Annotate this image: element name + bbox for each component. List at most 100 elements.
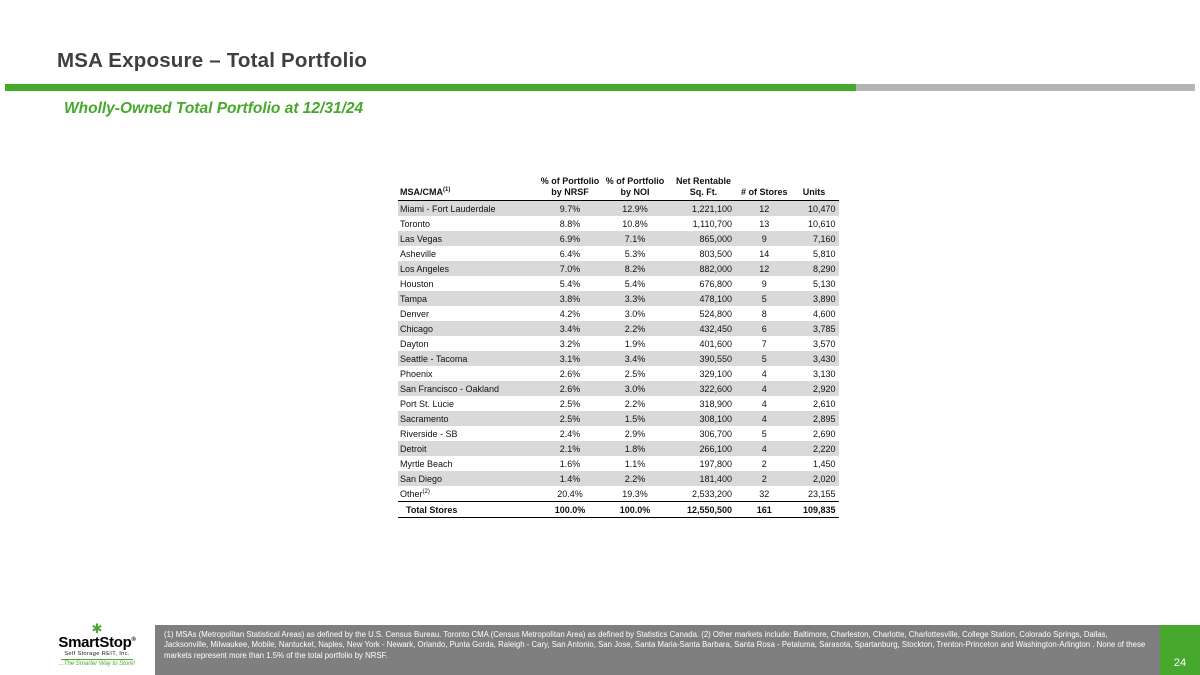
footnote-text: (1) MSAs (Metropolitan Statistical Areas… bbox=[164, 630, 1146, 660]
logo-subtitle: Self Storage REIT, Inc. bbox=[64, 651, 130, 657]
cell-msa: Dayton bbox=[400, 338, 429, 349]
table-row: Port St. Lucie 2.5% 2.2% 318,900 4 2,610 bbox=[398, 396, 839, 411]
cell-sqft: 181,400 bbox=[699, 473, 732, 484]
cell-noi: 5.4% bbox=[624, 278, 646, 289]
cell-msa: Miami - Fort Lauderdale bbox=[400, 203, 496, 214]
cell-sqft: 432,450 bbox=[699, 323, 732, 334]
cell-units: 2,895 bbox=[812, 413, 836, 424]
table-row: Riverside - SB 2.4% 2.9% 306,700 5 2,690 bbox=[398, 426, 839, 441]
cell-nrsf: 3.1% bbox=[559, 353, 581, 364]
cell-nrsf: 2.4% bbox=[559, 428, 581, 439]
table-row: Toronto 8.8% 10.8% 1,110,700 13 10,610 bbox=[398, 216, 839, 231]
cell-stores: 7 bbox=[761, 338, 767, 349]
total-label: Total Stores bbox=[406, 504, 458, 515]
cell-nrsf: 5.4% bbox=[559, 278, 581, 289]
header-units: Units bbox=[802, 186, 826, 197]
total-row: Total Stores 100.0% 100.0% 12,550,500 16… bbox=[398, 501, 839, 518]
cell-nrsf: 7.0% bbox=[559, 263, 581, 274]
cell-stores: 32 bbox=[759, 488, 770, 499]
header-msa-label: MSA/CMA bbox=[400, 186, 443, 197]
table-row: Las Vegas 6.9% 7.1% 865,000 9 7,160 bbox=[398, 231, 839, 247]
cell-noi: 2.5% bbox=[624, 368, 646, 379]
table-row: Denver 4.2% 3.0% 524,800 8 4,600 bbox=[398, 306, 839, 321]
cell-units: 10,610 bbox=[807, 218, 836, 229]
cell-nrsf: 20.4% bbox=[557, 488, 583, 499]
cell-noi: 1.9% bbox=[624, 338, 646, 349]
total-noi: 100.0% bbox=[619, 504, 651, 515]
cell-noi: 1.8% bbox=[624, 443, 646, 454]
cell-noi: 10.8% bbox=[622, 218, 648, 229]
cell-units: 8,290 bbox=[812, 263, 836, 274]
msa-exposure-table: MSA/CMA(1) % of Portfolio by NRSF % of Po… bbox=[398, 175, 839, 518]
cell-units: 3,785 bbox=[812, 323, 836, 334]
total-sqft: 12,550,500 bbox=[686, 504, 732, 515]
cell-sqft: 390,550 bbox=[699, 353, 732, 364]
cell-noi: 3.0% bbox=[624, 383, 646, 394]
cell-nrsf: 2.6% bbox=[559, 383, 581, 394]
cell-stores: 4 bbox=[761, 368, 767, 379]
cell-units: 2,020 bbox=[812, 473, 836, 484]
cell-sqft: 329,100 bbox=[699, 368, 732, 379]
cell-noi: 1.5% bbox=[624, 413, 646, 424]
page-number-block: 24 bbox=[1160, 625, 1200, 675]
cell-nrsf: 3.4% bbox=[559, 323, 581, 334]
cell-msa: San Francisco - Oakland bbox=[400, 383, 500, 394]
cell-units: 3,430 bbox=[812, 353, 836, 364]
cell-sqft: 308,100 bbox=[699, 413, 732, 424]
table-row: Asheville 6.4% 5.3% 803,500 14 5,810 bbox=[398, 246, 839, 261]
cell-noi: 2.2% bbox=[624, 473, 646, 484]
footnote-bar: (1) MSAs (Metropolitan Statistical Areas… bbox=[155, 625, 1160, 675]
cell-sqft: 401,600 bbox=[699, 338, 732, 349]
header-num-stores: # of Stores bbox=[741, 186, 788, 197]
cell-nrsf: 1.6% bbox=[559, 458, 581, 469]
cell-sqft: 803,500 bbox=[699, 248, 732, 259]
table-row: Miami - Fort Lauderdale 9.7% 12.9% 1,221,10… bbox=[398, 200, 839, 217]
cell-msa: Phoenix bbox=[400, 368, 433, 379]
cell-units: 2,220 bbox=[812, 443, 836, 454]
cell-units: 5,810 bbox=[812, 248, 836, 259]
cell-stores: 5 bbox=[761, 353, 767, 364]
cell-stores: 8 bbox=[761, 308, 767, 319]
cell-units: 2,690 bbox=[812, 428, 836, 439]
cell-units: 3,130 bbox=[812, 368, 836, 379]
cell-nrsf: 6.9% bbox=[559, 233, 581, 244]
cell-stores: 9 bbox=[761, 233, 767, 244]
table-row: Los Angeles 7.0% 8.2% 882,000 12 8,290 bbox=[398, 261, 839, 277]
cell-msa: Riverside - SB bbox=[400, 428, 458, 439]
footnote-ref: (2) bbox=[422, 488, 430, 495]
cell-sqft: 306,700 bbox=[699, 428, 732, 439]
cell-stores: 6 bbox=[761, 323, 767, 334]
cell-noi: 3.0% bbox=[624, 308, 646, 319]
header-pct-nrsf: % of Portfolio by NRSF bbox=[540, 176, 600, 197]
cell-msa: Chicago bbox=[400, 323, 434, 334]
cell-sqft: 865,000 bbox=[699, 233, 732, 244]
cell-nrsf: 4.2% bbox=[559, 308, 581, 319]
cell-units: 3,570 bbox=[812, 338, 836, 349]
cell-units: 7,160 bbox=[812, 233, 836, 244]
total-units: 109,835 bbox=[802, 504, 836, 515]
table-row: Detroit 2.1% 1.8% 266,100 4 2,220 bbox=[398, 441, 839, 457]
cell-nrsf: 9.7% bbox=[559, 203, 581, 214]
cell-msa: Toronto bbox=[400, 218, 431, 229]
cell-units: 2,920 bbox=[812, 383, 836, 394]
cell-stores: 13 bbox=[759, 218, 770, 229]
divider-green-segment bbox=[5, 84, 856, 91]
cell-sqft: 197,800 bbox=[699, 458, 732, 469]
cell-stores: 4 bbox=[761, 413, 767, 424]
cell-sqft: 266,100 bbox=[699, 443, 732, 454]
logo-tagline: ...The Smarter Way to Store! bbox=[58, 661, 136, 667]
cell-stores: 5 bbox=[761, 293, 767, 304]
cell-sqft: 1,221,100 bbox=[691, 203, 732, 214]
cell-stores: 4 bbox=[761, 398, 767, 409]
total-stores: 161 bbox=[756, 504, 772, 515]
table-row: San Diego 1.4% 2.2% 181,400 2 2,020 bbox=[398, 471, 839, 487]
cell-noi: 3.3% bbox=[624, 293, 646, 304]
cell-stores: 9 bbox=[761, 278, 767, 289]
slide-title: MSA Exposure – Total Portfolio bbox=[57, 49, 368, 72]
total-nrsf: 100.0% bbox=[554, 504, 586, 515]
cell-msa: Las Vegas bbox=[400, 233, 443, 244]
table-row: Dayton 3.2% 1.9% 401,600 7 3,570 bbox=[398, 336, 839, 351]
cell-nrsf: 1.4% bbox=[559, 473, 581, 484]
cell-sqft: 524,800 bbox=[699, 308, 732, 319]
cell-stores: 4 bbox=[761, 383, 767, 394]
